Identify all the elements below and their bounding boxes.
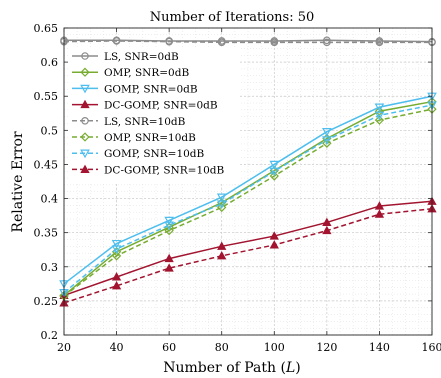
legend-label: DC-GOMP, SNR=10dB bbox=[104, 164, 225, 176]
data-point bbox=[323, 38, 331, 47]
y-tick-label: 0.65 bbox=[34, 22, 59, 35]
data-point bbox=[111, 281, 122, 290]
legend-item: LS, SNR=10dB bbox=[72, 116, 186, 128]
x-tick-label: 140 bbox=[369, 341, 390, 354]
data-point bbox=[111, 239, 122, 249]
y-tick-label: 0.4 bbox=[41, 193, 59, 206]
y-tick-label: 0.35 bbox=[34, 227, 59, 240]
data-point bbox=[269, 167, 280, 177]
data-point bbox=[374, 209, 385, 218]
series-line bbox=[63, 108, 433, 297]
series-line bbox=[63, 100, 433, 297]
legend-item: OMP, SNR=10dB bbox=[72, 132, 196, 144]
series-line bbox=[63, 95, 433, 285]
legend-item: DC-GOMP, SNR=0dB bbox=[72, 100, 218, 112]
data-point bbox=[164, 253, 174, 263]
data-point bbox=[270, 38, 279, 47]
data-point bbox=[322, 138, 332, 148]
legend-item: GOMP, SNR=10dB bbox=[72, 148, 205, 160]
series-line bbox=[63, 208, 433, 304]
x-tick-label: 20 bbox=[57, 341, 71, 354]
data-point bbox=[164, 216, 174, 226]
data-point bbox=[269, 160, 280, 170]
legend-box bbox=[68, 48, 240, 182]
data-point bbox=[111, 251, 122, 261]
data-point bbox=[374, 115, 385, 125]
y-tick-label: 0.3 bbox=[41, 261, 59, 274]
data-point bbox=[322, 136, 332, 145]
legend-marker bbox=[80, 84, 90, 94]
x-tick-label: 160 bbox=[422, 341, 441, 354]
legend-item: OMP, SNR=0dB bbox=[72, 67, 189, 79]
legend-label: GOMP, SNR=10dB bbox=[104, 148, 205, 160]
series-line bbox=[63, 40, 432, 44]
data-point bbox=[217, 241, 227, 250]
y-axis-title: Relative Error bbox=[10, 131, 26, 232]
legend-marker bbox=[80, 67, 90, 77]
y-tick-label: 0.6 bbox=[41, 56, 59, 69]
y-tick-label: 0.5 bbox=[41, 124, 59, 137]
legend-label: DC-GOMP, SNR=0dB bbox=[104, 100, 218, 112]
data-point bbox=[269, 231, 279, 240]
x-tick-label: 80 bbox=[215, 341, 229, 354]
data-point bbox=[269, 171, 279, 181]
legend-label: LS, SNR=0dB bbox=[104, 51, 179, 63]
data-point bbox=[217, 251, 227, 260]
legend-label: GOMP, SNR=0dB bbox=[104, 83, 198, 95]
legend-marker bbox=[80, 164, 90, 173]
data-point bbox=[374, 111, 385, 121]
legend-item: DC-GOMP, SNR=10dB bbox=[72, 164, 225, 176]
data-point bbox=[165, 37, 173, 46]
legend: LS, SNR=0dB OMP, SNR=0dB GOMP, SNR=0dB DC-G… bbox=[68, 48, 240, 182]
legend-label: OMP, SNR=0dB bbox=[104, 67, 189, 79]
legend-marker bbox=[81, 117, 89, 125]
x-tick-label: 100 bbox=[264, 341, 285, 354]
plot-frame bbox=[63, 27, 433, 336]
data-point bbox=[217, 38, 226, 47]
y-tick-label: 0.55 bbox=[34, 90, 59, 103]
legend-marker bbox=[80, 132, 90, 142]
data-point bbox=[374, 201, 385, 210]
data-point bbox=[322, 225, 332, 235]
x-axis-title: Number of Path (L) bbox=[163, 360, 300, 376]
legend-marker bbox=[80, 99, 90, 109]
x-tick-label: 120 bbox=[316, 341, 337, 354]
axes bbox=[63, 27, 433, 336]
data-point bbox=[217, 202, 227, 213]
x-tick-label: 60 bbox=[162, 341, 176, 354]
data-point bbox=[322, 217, 332, 226]
legend-label: OMP, SNR=10dB bbox=[104, 132, 196, 144]
data-point bbox=[164, 263, 174, 272]
series-line bbox=[64, 39, 433, 43]
series-layer bbox=[59, 36, 437, 307]
series-7 bbox=[59, 101, 437, 298]
data-point bbox=[164, 221, 174, 231]
series-line bbox=[63, 104, 433, 294]
data-point bbox=[216, 193, 227, 203]
legend-marker bbox=[80, 149, 90, 159]
chart-title: Number of Iterations: 50 bbox=[150, 10, 315, 25]
data-point bbox=[375, 38, 384, 47]
legend-label: LS, SNR=10dB bbox=[104, 116, 186, 128]
data-point bbox=[111, 245, 122, 255]
y-tick-label: 0.25 bbox=[34, 295, 59, 308]
data-point bbox=[216, 200, 227, 210]
legend-marker bbox=[81, 52, 89, 60]
tick-labels: 20 40 60 80 100 120 140 160 0.2 0.25 0.3 0.35 0.4 0.4… bbox=[34, 22, 441, 354]
data-point bbox=[269, 240, 279, 249]
data-point bbox=[111, 272, 122, 281]
y-tick-label: 0.2 bbox=[41, 329, 59, 342]
data-point bbox=[164, 225, 174, 236]
data-point bbox=[322, 128, 332, 137]
x-tick-label: 40 bbox=[110, 341, 124, 354]
series-3 bbox=[59, 92, 437, 289]
y-tick-label: 0.45 bbox=[34, 158, 59, 171]
data-point bbox=[112, 37, 121, 45]
series-5 bbox=[60, 37, 436, 47]
series-line bbox=[63, 200, 433, 297]
legend-item: GOMP, SNR=0dB bbox=[72, 83, 198, 95]
data-point bbox=[374, 103, 385, 113]
legend-item: LS, SNR=0dB bbox=[72, 51, 179, 63]
